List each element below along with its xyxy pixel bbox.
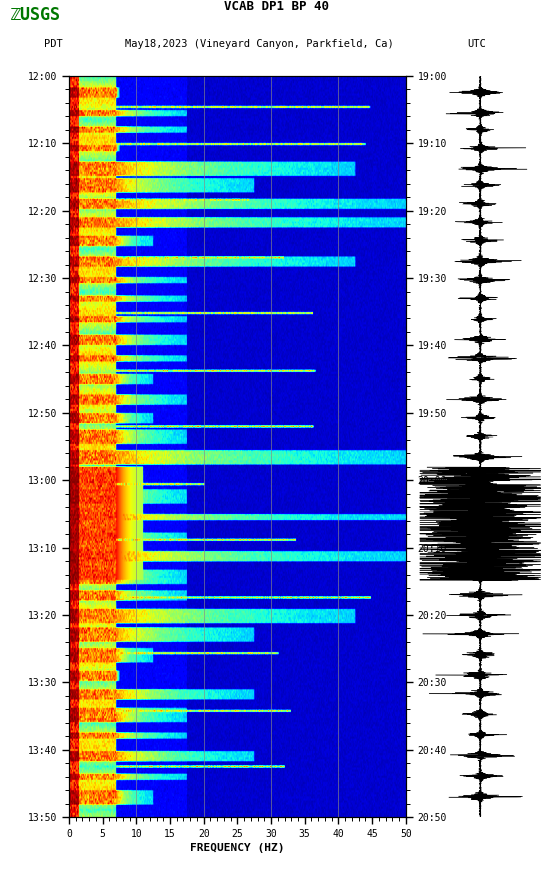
Text: UTC: UTC [467, 39, 486, 49]
X-axis label: FREQUENCY (HZ): FREQUENCY (HZ) [190, 843, 285, 853]
Text: PDT: PDT [44, 39, 63, 49]
Text: May18,2023 (Vineyard Canyon, Parkfield, Ca): May18,2023 (Vineyard Canyon, Parkfield, … [125, 39, 394, 49]
Text: VCAB DP1 BP 40: VCAB DP1 BP 40 [224, 0, 328, 13]
Text: ℤUSGS: ℤUSGS [11, 6, 61, 24]
